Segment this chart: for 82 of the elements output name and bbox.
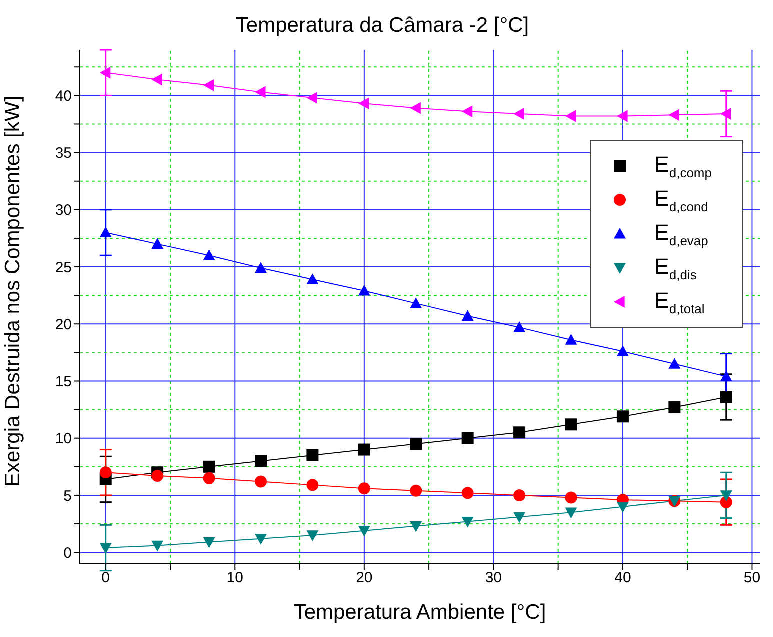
- point: [306, 274, 319, 284]
- legend-label: E$_{d,cond}$: [654, 186, 708, 214]
- point: [306, 479, 319, 492]
- point: [616, 502, 629, 513]
- point: [100, 66, 111, 79]
- point: [254, 86, 266, 98]
- y-tick-label: 40: [55, 88, 72, 106]
- y-tick-label: 35: [55, 145, 72, 162]
- point: [462, 106, 473, 118]
- point: [462, 487, 474, 500]
- point: [668, 358, 681, 369]
- point: [254, 534, 267, 545]
- x-tick-label: 0: [102, 570, 110, 587]
- point: [203, 538, 216, 548]
- point: [514, 512, 526, 524]
- point: [410, 298, 422, 308]
- y-tick-label: 30: [55, 202, 72, 220]
- point: [462, 310, 474, 321]
- point: [462, 432, 474, 444]
- x-axis-title: Temperatura Ambiente [°C]: [294, 601, 546, 624]
- legend-label: E$_{d,evap}$: [654, 220, 708, 248]
- y-tick-label: 5: [64, 488, 72, 505]
- point: [152, 238, 164, 249]
- chart-title: Temperatura da Câmara -2 [°C]: [234, 14, 530, 38]
- point: [565, 418, 578, 431]
- x-tick-label: 50: [744, 570, 761, 587]
- point: [358, 98, 370, 110]
- point: [100, 543, 112, 554]
- point: [668, 109, 680, 122]
- y-tick-label: 15: [55, 374, 72, 391]
- y-tick-label: 0: [64, 544, 72, 562]
- point: [514, 108, 524, 120]
- point: [720, 108, 732, 120]
- point: [254, 476, 267, 488]
- legend-label: E$_{d,total}$: [654, 288, 705, 316]
- point: [616, 346, 629, 356]
- y-axis-title: Exergia Destruida nos Componentes [kW]: [1, 96, 24, 487]
- point: [565, 492, 578, 504]
- point: [514, 322, 526, 332]
- y-tick-label: 10: [55, 430, 72, 448]
- y-tick-label: 25: [55, 259, 72, 276]
- point: [720, 391, 732, 404]
- point: [254, 455, 267, 468]
- point: [203, 472, 216, 484]
- point: [203, 79, 214, 92]
- y-tick-label: 20: [55, 316, 72, 334]
- point: [565, 110, 576, 122]
- point: [410, 438, 422, 450]
- x-tick-label: 20: [356, 570, 373, 587]
- point: [358, 526, 370, 537]
- x-tick-label: 40: [614, 570, 632, 587]
- point: [565, 334, 578, 345]
- point: [100, 466, 112, 479]
- point: [410, 102, 421, 114]
- point: [410, 522, 422, 532]
- point: [152, 74, 162, 86]
- legend-label: E$_{d,dis}$: [654, 254, 697, 282]
- point: [254, 262, 267, 273]
- point: [514, 426, 526, 439]
- point: [358, 285, 370, 296]
- point: [100, 226, 112, 238]
- point: [720, 370, 732, 382]
- point: [306, 530, 319, 542]
- point: [306, 449, 319, 462]
- point: [203, 250, 216, 260]
- point: [306, 92, 318, 104]
- point: [410, 484, 422, 497]
- legend-label: E$_{d,comp}$: [654, 152, 712, 180]
- point: [616, 110, 628, 122]
- point: [152, 470, 164, 482]
- point: [358, 444, 370, 456]
- point: [668, 402, 681, 414]
- x-tick-label: 30: [485, 570, 502, 587]
- point: [616, 410, 629, 423]
- point: [720, 490, 732, 502]
- point: [565, 508, 578, 519]
- x-tick-label: 10: [226, 570, 244, 587]
- point: [152, 540, 164, 552]
- point: [514, 489, 526, 502]
- point: [462, 516, 474, 528]
- point: [358, 482, 370, 495]
- point: [203, 460, 216, 473]
